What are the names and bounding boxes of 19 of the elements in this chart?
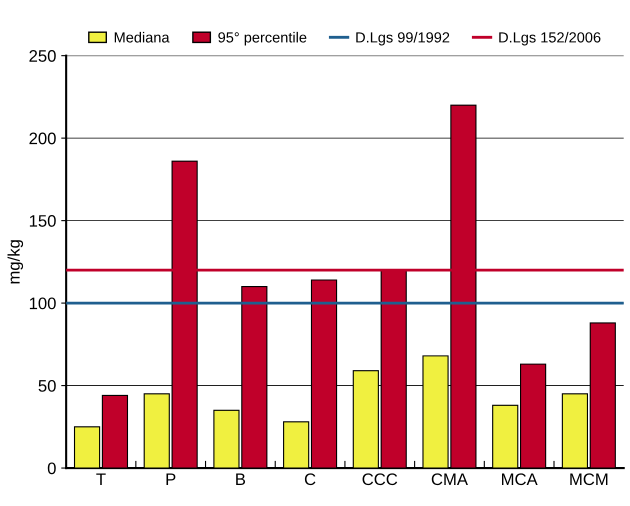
y-tick-label: 150 [30,215,56,227]
legend-label: Mediana [114,32,170,43]
y-tick-label: 250 [29,50,56,62]
y-tick-label: 200 [29,132,56,144]
x-tick-label: CMA [432,473,468,486]
x-tick-label: B [236,474,246,485]
y-axis-title: mg/kg [8,240,24,284]
x-tick-label: T [96,474,106,485]
legend-label: D.Lgs 99/1992 [356,32,450,46]
y-tick-label: 0 [48,462,56,474]
x-tick-label: C [304,473,316,486]
legend-label: D.Lgs 152/2006 [499,32,600,46]
x-tick-label: P [166,474,176,485]
x-tick-label: CCC [362,473,398,486]
x-tick-label: MCA [502,473,538,486]
legend-label: 95° percentile [218,32,306,46]
y-tick-label: 100 [30,297,56,310]
x-tick-label: MCM [570,473,608,486]
y-tick-label: 50 [38,380,56,392]
